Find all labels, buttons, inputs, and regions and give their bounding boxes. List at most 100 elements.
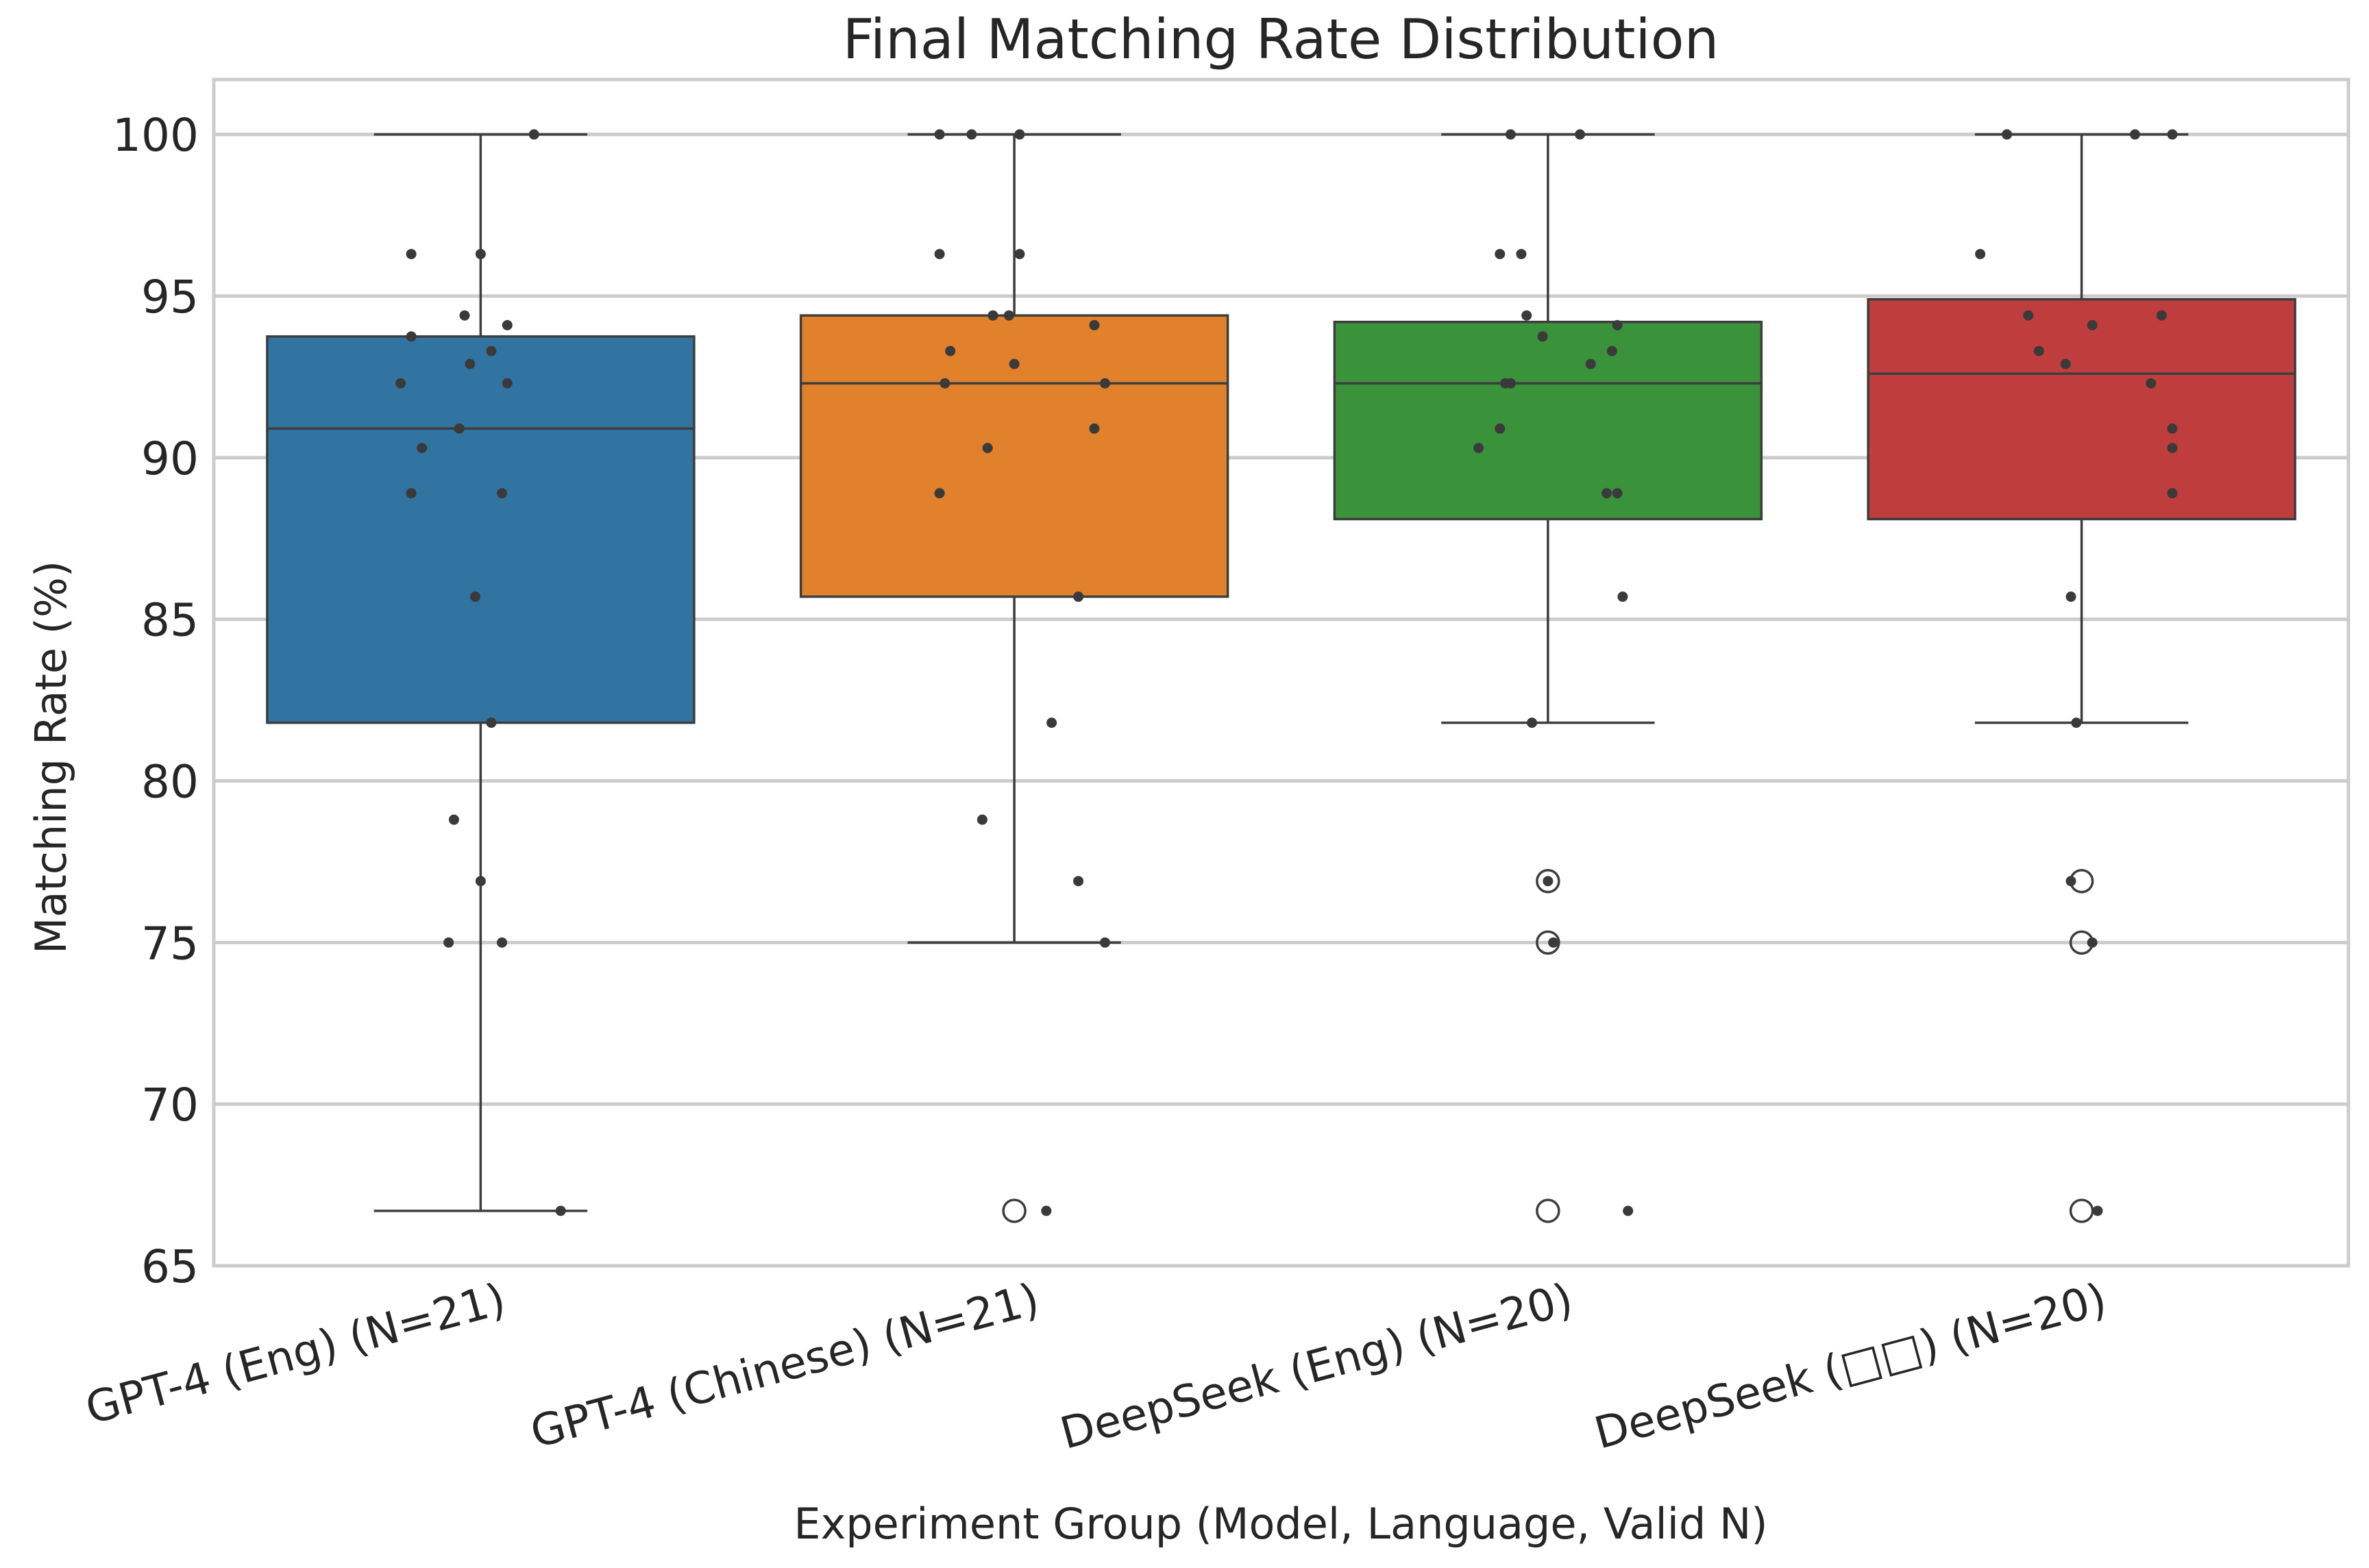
data-point: [2167, 443, 2178, 454]
data-point: [2033, 345, 2044, 356]
data-point: [528, 129, 539, 140]
box-4: [1867, 133, 2296, 1223]
data-point: [459, 310, 470, 321]
x-tick-label: DeepSeek (Eng) (N=20): [1055, 1274, 1578, 1460]
data-point: [1014, 129, 1025, 140]
data-point: [448, 814, 459, 825]
box-group: [266, 133, 2296, 1223]
box-body: [799, 314, 1229, 598]
data-point: [2130, 129, 2140, 140]
data-point: [465, 358, 476, 369]
data-point: [1041, 1205, 1052, 1216]
data-point: [1527, 718, 1538, 728]
data-point: [1585, 358, 1596, 369]
data-point: [502, 319, 513, 330]
data-point: [1003, 310, 1014, 321]
data-point: [2060, 358, 2071, 369]
data-point: [934, 249, 945, 260]
data-point: [977, 814, 987, 825]
data-point: [1505, 378, 1516, 389]
data-point: [1073, 591, 1084, 602]
data-point: [2065, 591, 2076, 602]
data-point: [486, 345, 497, 356]
data-point: [940, 378, 950, 389]
y-tick-label: 100: [112, 109, 199, 162]
data-point: [2167, 423, 2178, 434]
box-1: [266, 133, 696, 1212]
outlier-marker: [1002, 1199, 1027, 1223]
data-point: [2087, 937, 2098, 948]
data-point: [1089, 319, 1100, 330]
data-point: [966, 129, 977, 140]
data-point: [1073, 876, 1084, 887]
data-point: [454, 423, 465, 434]
y-tick-labels: 65 70 75 80 85 90 95 100: [112, 109, 199, 1293]
x-tick-labels: GPT-4 (Eng) (N=21) GPT-4 (Chinese) (N=21)…: [80, 1274, 2111, 1460]
data-point: [475, 249, 486, 260]
data-point: [1575, 129, 1586, 140]
data-point: [1089, 423, 1100, 434]
data-point: [443, 937, 454, 948]
outlier-marker: [1536, 1199, 1560, 1223]
data-point: [934, 488, 945, 499]
data-point: [1521, 310, 1532, 321]
data-point: [1014, 249, 1025, 260]
data-point: [1606, 345, 1617, 356]
outlier-marker: [1536, 868, 1560, 894]
data-point: [1495, 249, 1506, 260]
y-tick-label: 65: [141, 1240, 199, 1293]
data-point: [406, 249, 417, 260]
data-point: [502, 378, 513, 389]
data-point: [417, 443, 428, 454]
chart-title: Final Matching Rate Distribution: [843, 8, 1719, 71]
data-point: [1495, 423, 1506, 434]
data-point: [1537, 331, 1548, 342]
data-point: [470, 591, 481, 602]
data-point: [934, 129, 945, 140]
data-point: [486, 718, 497, 728]
x-tick-label: GPT-4 (Chinese) (N=21): [526, 1274, 1045, 1458]
y-tick-label: 85: [141, 594, 199, 647]
x-tick-label: DeepSeek (□□) (N=20): [1589, 1274, 2111, 1460]
data-point: [406, 331, 417, 342]
data-point: [2156, 310, 2167, 321]
data-point: [1046, 718, 1057, 728]
data-point: [1473, 443, 1484, 454]
data-point: [2167, 129, 2178, 140]
data-point: [2002, 129, 2013, 140]
data-point: [987, 310, 998, 321]
y-tick-label: 95: [141, 271, 199, 323]
data-point: [2065, 876, 2076, 887]
data-point: [1100, 378, 1111, 389]
box-body: [1867, 297, 2296, 521]
y-tick-label: 80: [141, 756, 199, 809]
y-tick-label: 90: [141, 432, 199, 485]
x-tick-label: GPT-4 (Eng) (N=21): [80, 1274, 511, 1435]
data-point: [1548, 937, 1559, 948]
data-point: [1516, 249, 1527, 260]
data-point: [1623, 1205, 1634, 1216]
data-point: [497, 488, 508, 499]
y-tick-label: 75: [141, 917, 199, 970]
data-point: [2092, 1205, 2103, 1216]
data-point: [1617, 591, 1628, 602]
data-point: [2167, 488, 2178, 499]
data-point: [1612, 488, 1623, 499]
data-point: [2087, 319, 2098, 330]
data-point: [497, 937, 508, 948]
strip-points: [395, 129, 2178, 1216]
plot-frame: [212, 77, 2350, 1268]
data-point: [406, 488, 417, 499]
x-axis-label: Experiment Group (Model, Language, Valid…: [794, 1499, 1767, 1549]
data-point: [1009, 358, 1020, 369]
outlier-marker: [1536, 930, 1560, 955]
data-point: [1601, 488, 1612, 499]
data-point: [945, 345, 956, 356]
box-body: [1333, 320, 1763, 521]
data-point: [982, 443, 993, 454]
data-point: [2023, 310, 2034, 321]
data-point: [475, 876, 486, 887]
y-axis-label: Matching Rate (%): [26, 561, 76, 954]
data-point: [1543, 876, 1554, 887]
